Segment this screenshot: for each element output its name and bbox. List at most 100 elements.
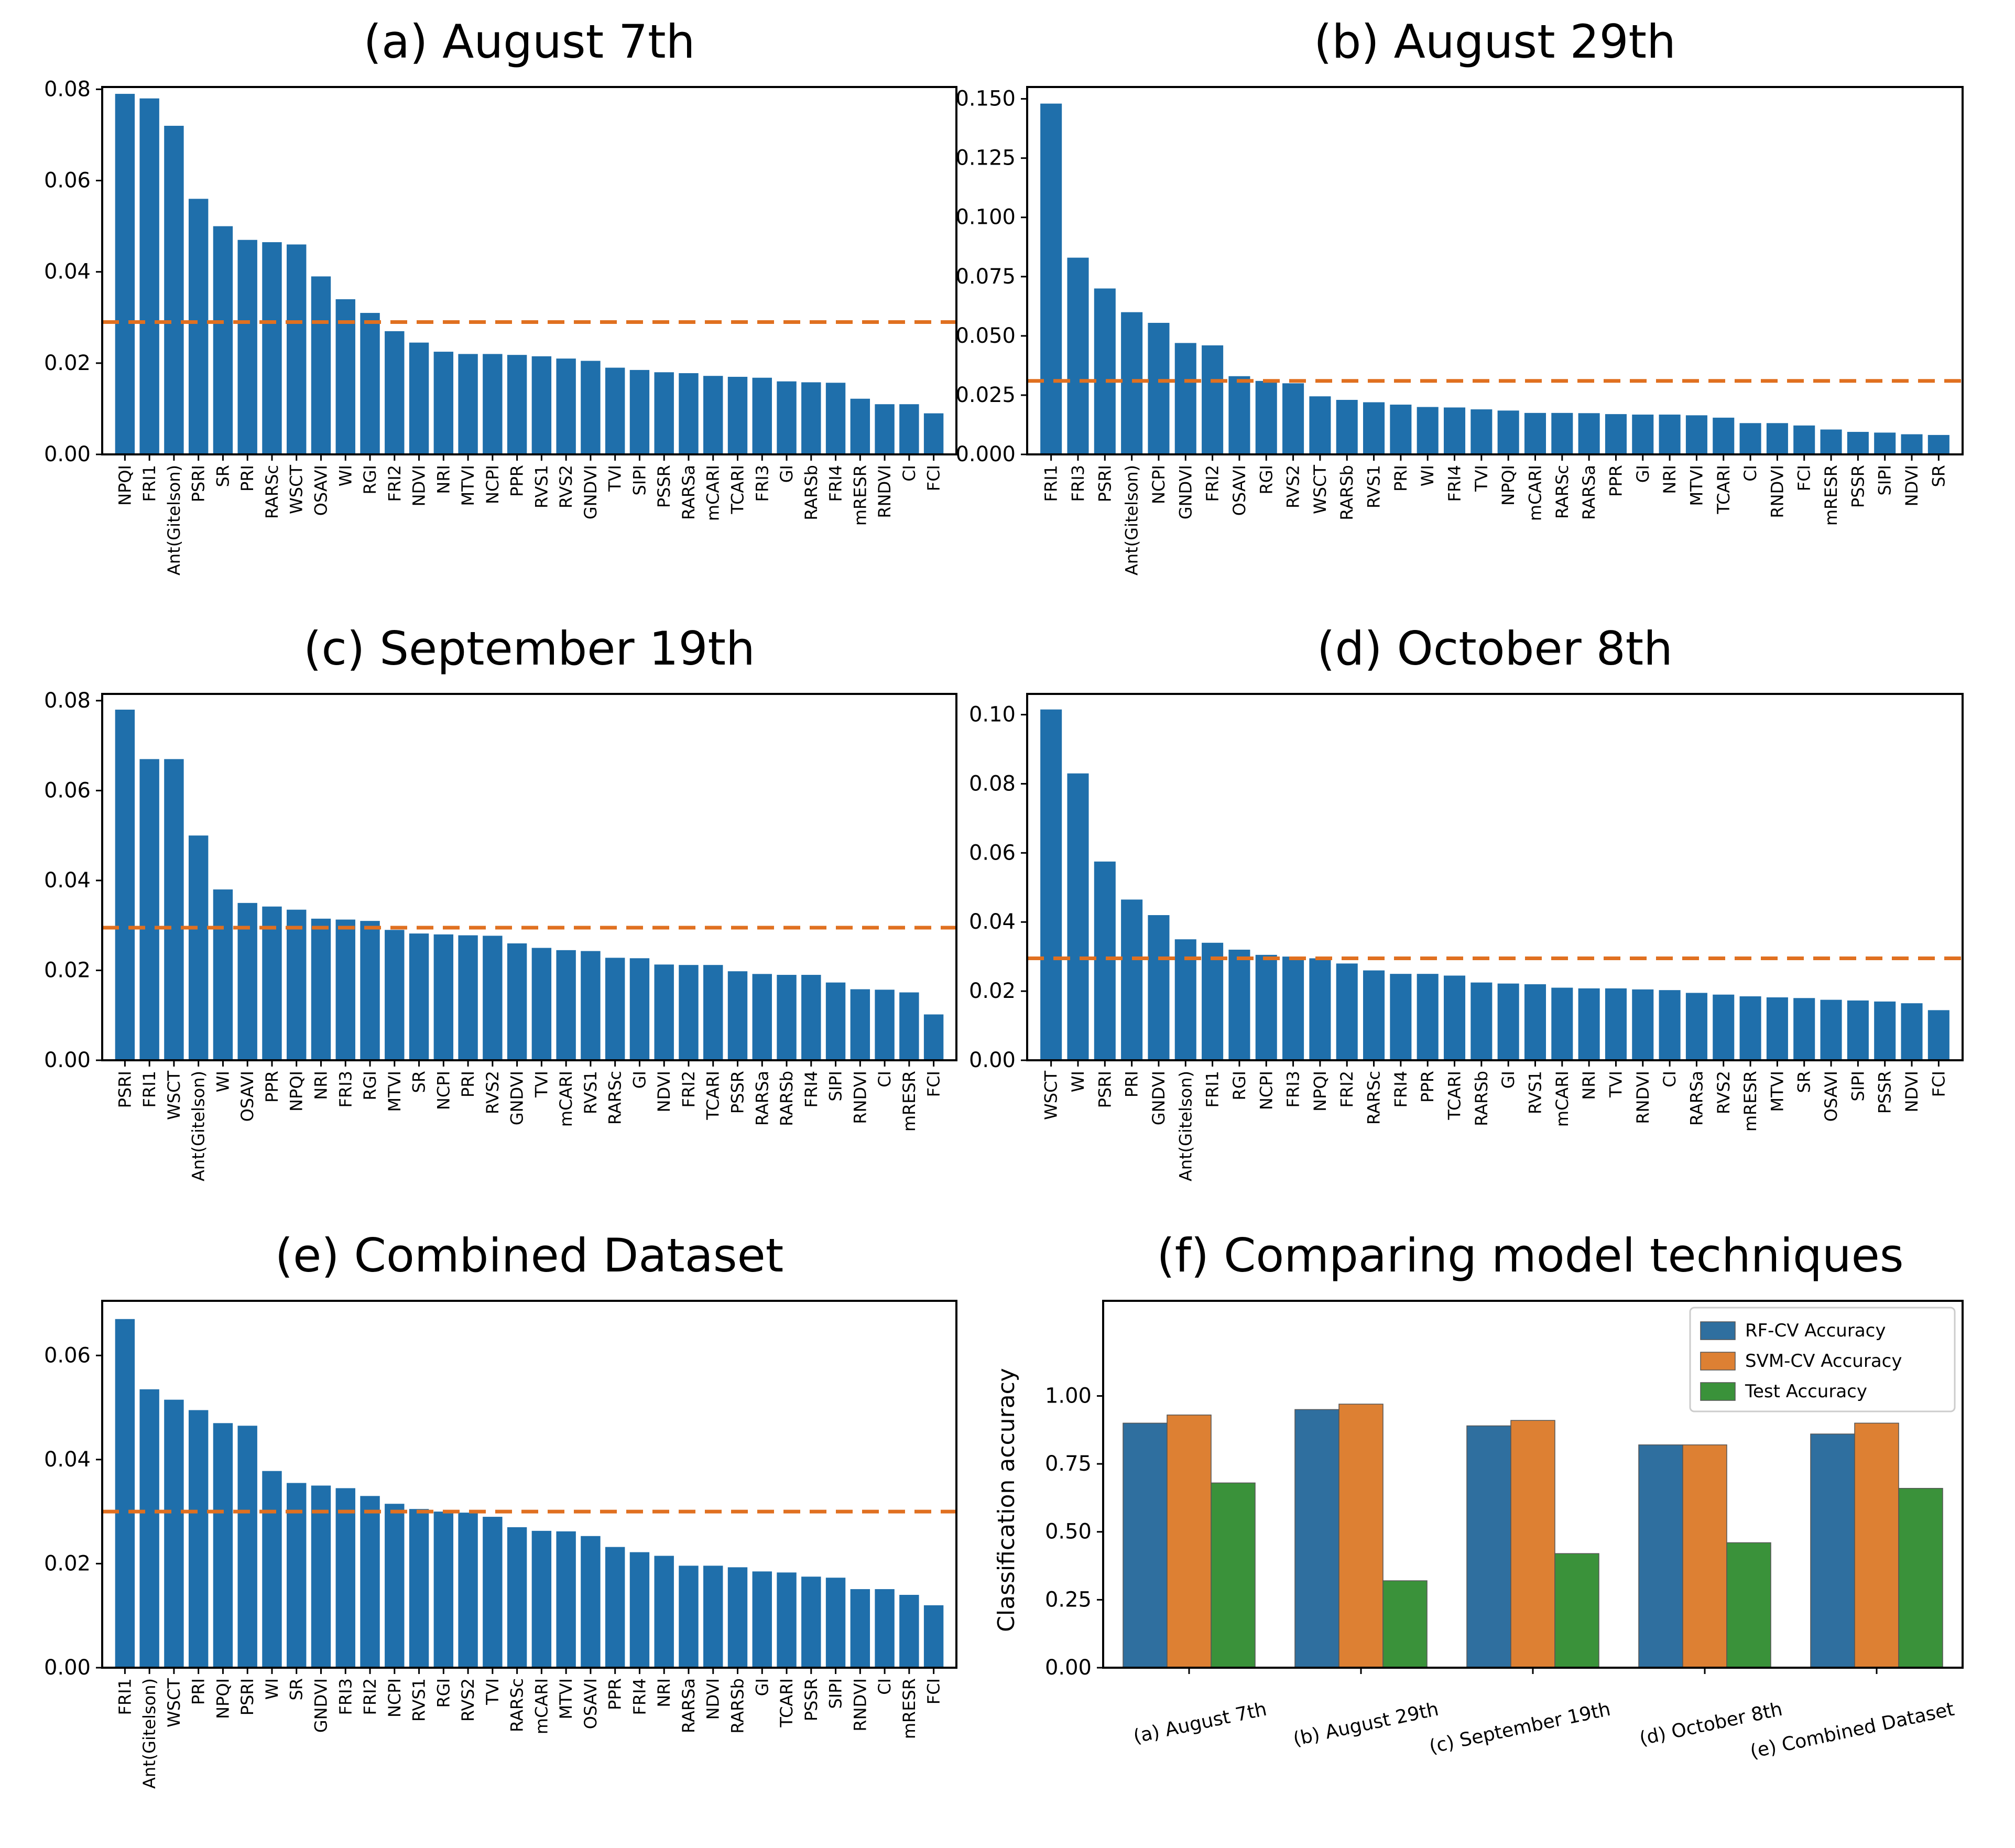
bar xyxy=(458,354,478,454)
x-tick-label: RARSa xyxy=(1686,1071,1706,1126)
x-tick-label: WSCT xyxy=(1310,465,1330,514)
bar xyxy=(287,909,307,1060)
bar xyxy=(777,381,797,454)
y-axis-label: Classification accuracy xyxy=(993,1368,1020,1632)
panel-c: (c) September 19th PSRI FRI1 WSCT Ant(Gitels… xyxy=(44,622,957,1181)
x-tick-label: RVS2 xyxy=(483,1071,503,1114)
x-tick-label: NCPI xyxy=(1149,465,1169,504)
bar xyxy=(237,1426,257,1668)
x-tick-label: TCARI xyxy=(1714,465,1734,515)
y-tick-label: 0.02 xyxy=(44,351,91,375)
bar xyxy=(115,1319,135,1668)
x-tick-label: (b) August 29th xyxy=(1291,1699,1441,1751)
x-tick-label: RNDVI xyxy=(1767,465,1787,518)
bar xyxy=(1443,407,1466,454)
bar xyxy=(1282,956,1304,1060)
x-tick-label: RVS1 xyxy=(409,1678,429,1722)
bar xyxy=(1659,990,1681,1060)
bar xyxy=(1524,984,1546,1060)
x-tick-label: SIPI xyxy=(1848,1071,1868,1101)
bar xyxy=(850,989,870,1060)
x-tick-label: PRI xyxy=(189,1678,209,1705)
bar xyxy=(1551,987,1573,1060)
y-tick-label: 0.04 xyxy=(44,1448,91,1472)
y-tick-label: 0.04 xyxy=(969,910,1016,934)
bar xyxy=(483,936,503,1060)
x-tick-label: Ant(Gitelson) xyxy=(164,465,184,575)
x-tick-label: WI xyxy=(262,1678,282,1700)
x-tick-label: RGI xyxy=(433,1678,453,1708)
bar xyxy=(875,990,895,1060)
bar xyxy=(752,377,772,454)
x-tick-label: FRI1 xyxy=(1203,1071,1223,1107)
x-tick-label: TCARI xyxy=(703,1071,723,1121)
bar xyxy=(899,404,919,454)
bar xyxy=(433,352,454,454)
bar xyxy=(409,1509,429,1668)
x-tick-label: mRESR xyxy=(850,465,870,526)
x-tick-label: FCI xyxy=(1929,1071,1948,1097)
x-tick-label: Ant(Gitelson) xyxy=(1122,465,1142,575)
x-tick-label: FRI1 xyxy=(139,465,159,502)
y-tick-label: 0.02 xyxy=(44,1551,91,1575)
bar xyxy=(1927,434,1949,454)
x-tick-label: RARSb xyxy=(801,465,821,520)
x-tick-label: FRI2 xyxy=(679,1071,699,1107)
bar xyxy=(850,398,870,454)
bar xyxy=(556,1531,576,1668)
panel-d: (d) October 8th WSCT WI PSRI PRI GNDVI Ant(Git… xyxy=(969,622,1964,1181)
y-tick-label: 0.08 xyxy=(44,689,91,713)
x-tick-label: PSSR xyxy=(1875,1071,1895,1114)
x-tick-label: RVS1 xyxy=(581,1071,601,1114)
x-tick-label: WI xyxy=(335,465,355,486)
bar xyxy=(1605,988,1627,1060)
x-tick-label: NRI xyxy=(311,1071,331,1100)
x-tick-label: RARSc xyxy=(1364,1071,1384,1125)
y-tick-label: 0.150 xyxy=(955,87,1016,111)
x-tick-label: NRI xyxy=(654,1678,674,1708)
bar xyxy=(507,355,527,454)
bar xyxy=(335,919,355,1060)
bar xyxy=(139,759,159,1060)
bar xyxy=(1255,381,1277,454)
x-tick-label: NPQI xyxy=(213,1678,233,1719)
x-tick-label: RVS1 xyxy=(1364,465,1384,508)
x-tick-label: Ant(Gitelson) xyxy=(1175,1071,1195,1181)
y-tick-label: 0.08 xyxy=(969,771,1016,796)
bar xyxy=(115,710,135,1060)
x-tick-label: OSAVI xyxy=(581,1678,601,1729)
bar xyxy=(801,975,821,1060)
bar xyxy=(262,1471,282,1668)
bar xyxy=(1766,997,1788,1060)
bar xyxy=(458,935,478,1060)
x-tick-label: NPQI xyxy=(1498,465,1518,506)
bar xyxy=(262,242,282,454)
bar xyxy=(213,226,233,454)
x-tick-label: FCI xyxy=(1794,465,1814,491)
bar xyxy=(335,299,355,454)
legend-entry: SVM-CV Accuracy xyxy=(1745,1351,1902,1372)
x-tick-label: SIPI xyxy=(1875,465,1895,495)
bar xyxy=(409,933,429,1060)
bar xyxy=(458,1513,478,1668)
panel-f: (f) Comparing model techniques (a) August… xyxy=(993,1229,1964,1763)
panel-title: (b) August 29th xyxy=(1314,15,1676,69)
bar xyxy=(703,965,723,1060)
x-tick-label: FCI xyxy=(924,465,944,491)
x-tick-label: GNDVI xyxy=(581,465,601,519)
bar-rf-cv xyxy=(1294,1409,1339,1668)
y-tick-label: 0.08 xyxy=(44,77,91,101)
bar xyxy=(825,982,846,1060)
x-tick-label: PRI xyxy=(1122,1071,1142,1097)
x-tick-label: WI xyxy=(1068,1071,1088,1092)
x-tick-label: TVI xyxy=(1606,1071,1626,1098)
bar xyxy=(899,992,919,1060)
x-tick-label: RARSb xyxy=(777,1071,797,1126)
x-tick-label: OSAVI xyxy=(237,1071,257,1122)
x-tick-label: RGI xyxy=(360,1071,380,1100)
x-tick-label: RGI xyxy=(360,465,380,494)
bar xyxy=(1471,982,1493,1060)
x-tick-label: MTVI xyxy=(1686,465,1706,506)
x-tick-label: FRI3 xyxy=(1283,1071,1303,1107)
x-tick-label: NRI xyxy=(1660,465,1680,494)
